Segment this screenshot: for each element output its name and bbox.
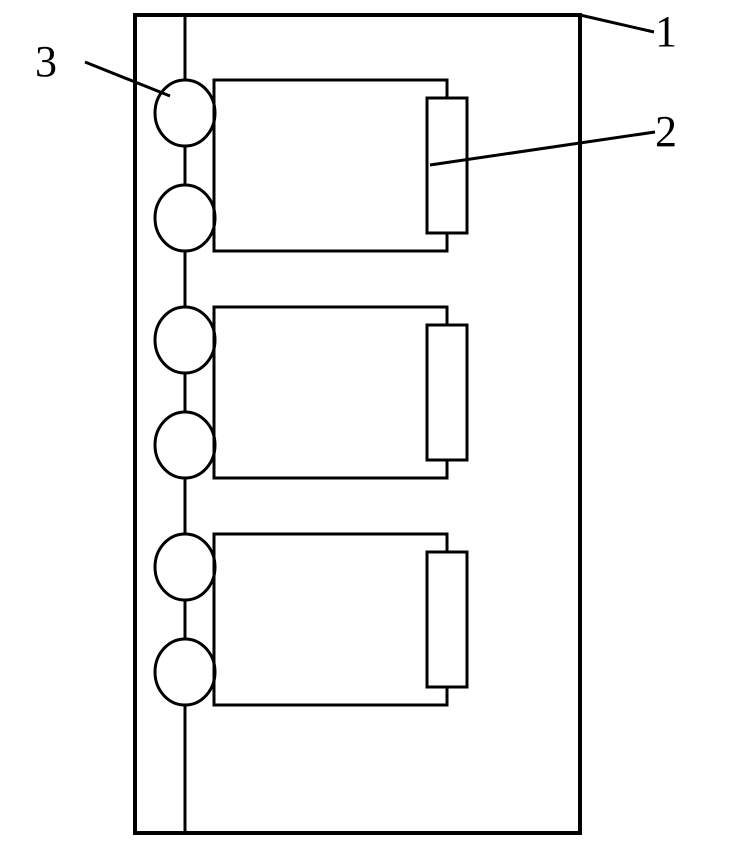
inner-rect bbox=[214, 534, 447, 705]
callout-label-1: 1 bbox=[655, 10, 677, 54]
diagram-svg bbox=[0, 0, 736, 856]
callout-label-3: 3 bbox=[35, 40, 57, 84]
resistor-rect bbox=[427, 552, 467, 687]
resistor-rect bbox=[427, 325, 467, 460]
diagram-stage: 1 2 3 bbox=[0, 0, 736, 856]
node-circle bbox=[155, 185, 215, 251]
outer-rect bbox=[135, 15, 580, 833]
node-circle bbox=[155, 307, 215, 373]
leader-line bbox=[85, 62, 170, 96]
inner-rect bbox=[214, 307, 447, 478]
leader-line bbox=[580, 15, 654, 32]
node-circle bbox=[155, 412, 215, 478]
node-circle bbox=[155, 534, 215, 600]
node-circle bbox=[155, 80, 215, 146]
node-circle bbox=[155, 639, 215, 705]
callout-label-2: 2 bbox=[655, 110, 677, 154]
inner-rect bbox=[214, 80, 447, 251]
